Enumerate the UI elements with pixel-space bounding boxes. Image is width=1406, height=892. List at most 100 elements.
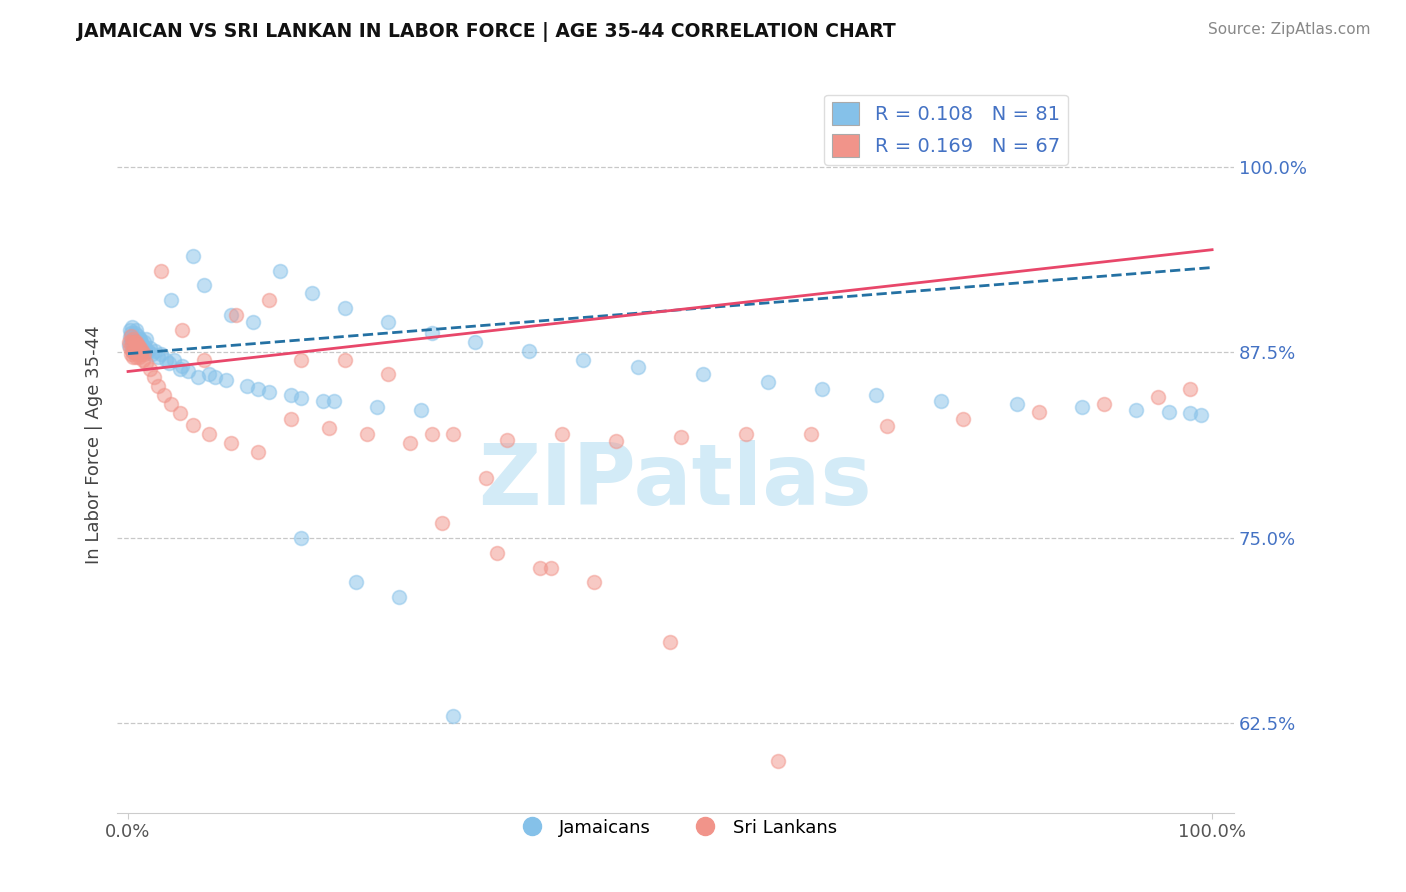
- Point: [132, 343, 155, 358]
- Point: [118, 338, 141, 352]
- Point: [128, 341, 150, 355]
- Point: [136, 343, 159, 358]
- Point: [876, 419, 898, 434]
- Point: [318, 421, 340, 435]
- Point: [366, 400, 388, 414]
- Point: [800, 426, 823, 441]
- Point: [496, 433, 519, 447]
- Point: [135, 355, 157, 369]
- Point: [118, 334, 141, 349]
- Point: [735, 426, 758, 441]
- Point: [219, 435, 242, 450]
- Point: [127, 341, 149, 355]
- Point: [1180, 406, 1202, 420]
- Point: [134, 341, 156, 355]
- Point: [121, 343, 143, 358]
- Point: [122, 350, 145, 364]
- Point: [121, 341, 143, 355]
- Point: [333, 301, 356, 315]
- Point: [1125, 403, 1147, 417]
- Legend: Jamaicans, Sri Lankans: Jamaicans, Sri Lankans: [508, 812, 844, 844]
- Point: [120, 334, 142, 349]
- Point: [125, 338, 148, 352]
- Point: [929, 394, 952, 409]
- Point: [583, 575, 606, 590]
- Point: [135, 332, 157, 346]
- Text: Source: ZipAtlas.com: Source: ZipAtlas.com: [1208, 22, 1371, 37]
- Point: [312, 394, 335, 409]
- Point: [344, 575, 367, 590]
- Point: [172, 359, 194, 373]
- Text: ZIPatlas: ZIPatlas: [478, 441, 872, 524]
- Point: [181, 417, 204, 432]
- Point: [1005, 397, 1028, 411]
- Point: [193, 352, 215, 367]
- Point: [138, 361, 160, 376]
- Point: [149, 346, 172, 360]
- Point: [659, 634, 682, 648]
- Text: JAMAICAN VS SRI LANKAN IN LABOR FORCE | AGE 35-44 CORRELATION CHART: JAMAICAN VS SRI LANKAN IN LABOR FORCE | …: [77, 22, 896, 42]
- Point: [120, 329, 142, 343]
- Point: [247, 382, 270, 396]
- Point: [120, 323, 142, 337]
- Point: [122, 329, 145, 343]
- Point: [128, 332, 150, 346]
- Point: [198, 426, 221, 441]
- Point: [124, 350, 146, 364]
- Point: [692, 368, 714, 382]
- Point: [1092, 397, 1115, 411]
- Point: [811, 382, 834, 396]
- Y-axis label: In Labor Force | Age 35-44: In Labor Force | Age 35-44: [86, 326, 103, 565]
- Point: [605, 434, 627, 449]
- Point: [517, 343, 540, 358]
- Point: [148, 350, 170, 364]
- Point: [1071, 400, 1094, 414]
- Point: [236, 379, 259, 393]
- Point: [121, 334, 143, 349]
- Point: [669, 430, 692, 444]
- Point: [301, 285, 323, 300]
- Point: [485, 546, 508, 560]
- Point: [124, 334, 146, 349]
- Point: [952, 412, 974, 426]
- Point: [157, 355, 180, 369]
- Point: [134, 346, 156, 360]
- Point: [187, 370, 209, 384]
- Point: [464, 334, 486, 349]
- Point: [377, 368, 399, 382]
- Point: [128, 343, 150, 358]
- Point: [540, 560, 562, 574]
- Point: [122, 332, 145, 346]
- Point: [323, 394, 346, 409]
- Point: [160, 293, 183, 308]
- Point: [169, 406, 191, 420]
- Point: [172, 323, 194, 337]
- Point: [125, 338, 148, 352]
- Point: [214, 373, 236, 387]
- Point: [124, 343, 146, 358]
- Point: [377, 316, 399, 330]
- Point: [219, 308, 242, 322]
- Point: [148, 379, 170, 393]
- Point: [162, 352, 184, 367]
- Point: [143, 343, 166, 358]
- Point: [550, 426, 572, 441]
- Point: [129, 334, 152, 349]
- Point: [129, 346, 152, 360]
- Point: [160, 397, 183, 411]
- Point: [432, 516, 454, 530]
- Point: [242, 316, 264, 330]
- Point: [193, 278, 215, 293]
- Point: [441, 426, 464, 441]
- Point: [1180, 382, 1202, 396]
- Point: [247, 444, 270, 458]
- Point: [290, 531, 312, 545]
- Point: [1157, 404, 1180, 418]
- Point: [176, 364, 198, 378]
- Point: [120, 326, 142, 340]
- Point: [290, 391, 312, 405]
- Point: [333, 352, 356, 367]
- Point: [474, 471, 496, 485]
- Point: [169, 361, 191, 376]
- Point: [204, 370, 226, 384]
